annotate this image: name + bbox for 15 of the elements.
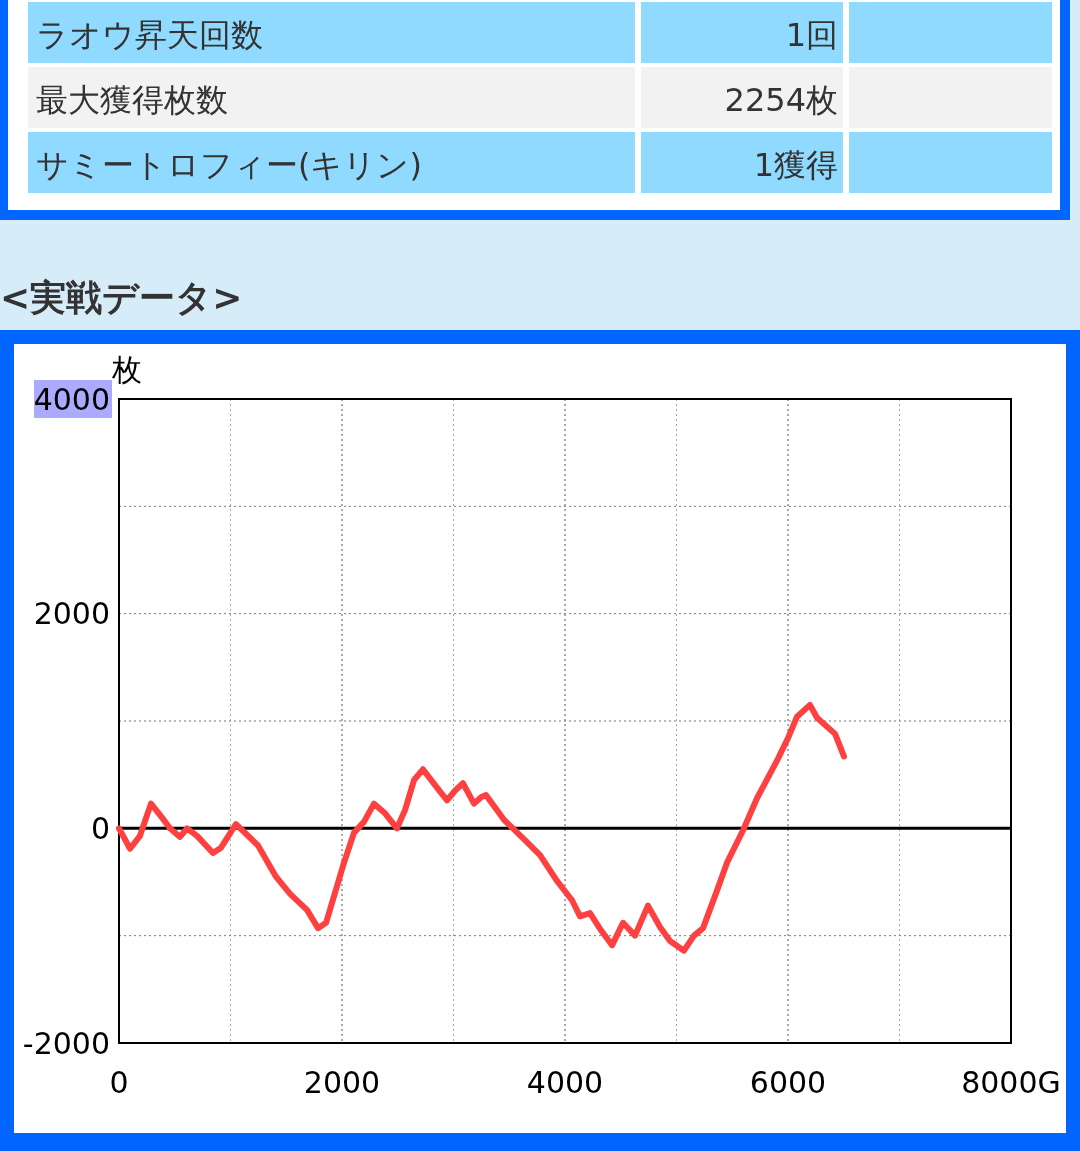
x-tick-label: 6000 [749, 1065, 827, 1100]
y-tick-label: 2000 [33, 596, 110, 632]
text: サミートロフィー(キリン) [36, 146, 422, 184]
text: 1回 [785, 16, 838, 54]
text: ラオウ昇天回数 [36, 16, 263, 54]
x-tick-label: 2000 [303, 1065, 381, 1100]
chart-title: <実戦データ> [0, 277, 243, 318]
x-tick-label: 4000 [526, 1065, 604, 1100]
y-tick-label: 0 [90, 810, 110, 846]
y-tick-label: -2000 [22, 1025, 110, 1061]
text: 最大獲得枚数 [36, 81, 228, 119]
y-axis-title: 枚 [111, 352, 142, 387]
text: 2254枚 [724, 81, 838, 119]
text: 1獲得 [753, 146, 838, 184]
x-tick-label: 8000G [961, 1065, 1061, 1100]
